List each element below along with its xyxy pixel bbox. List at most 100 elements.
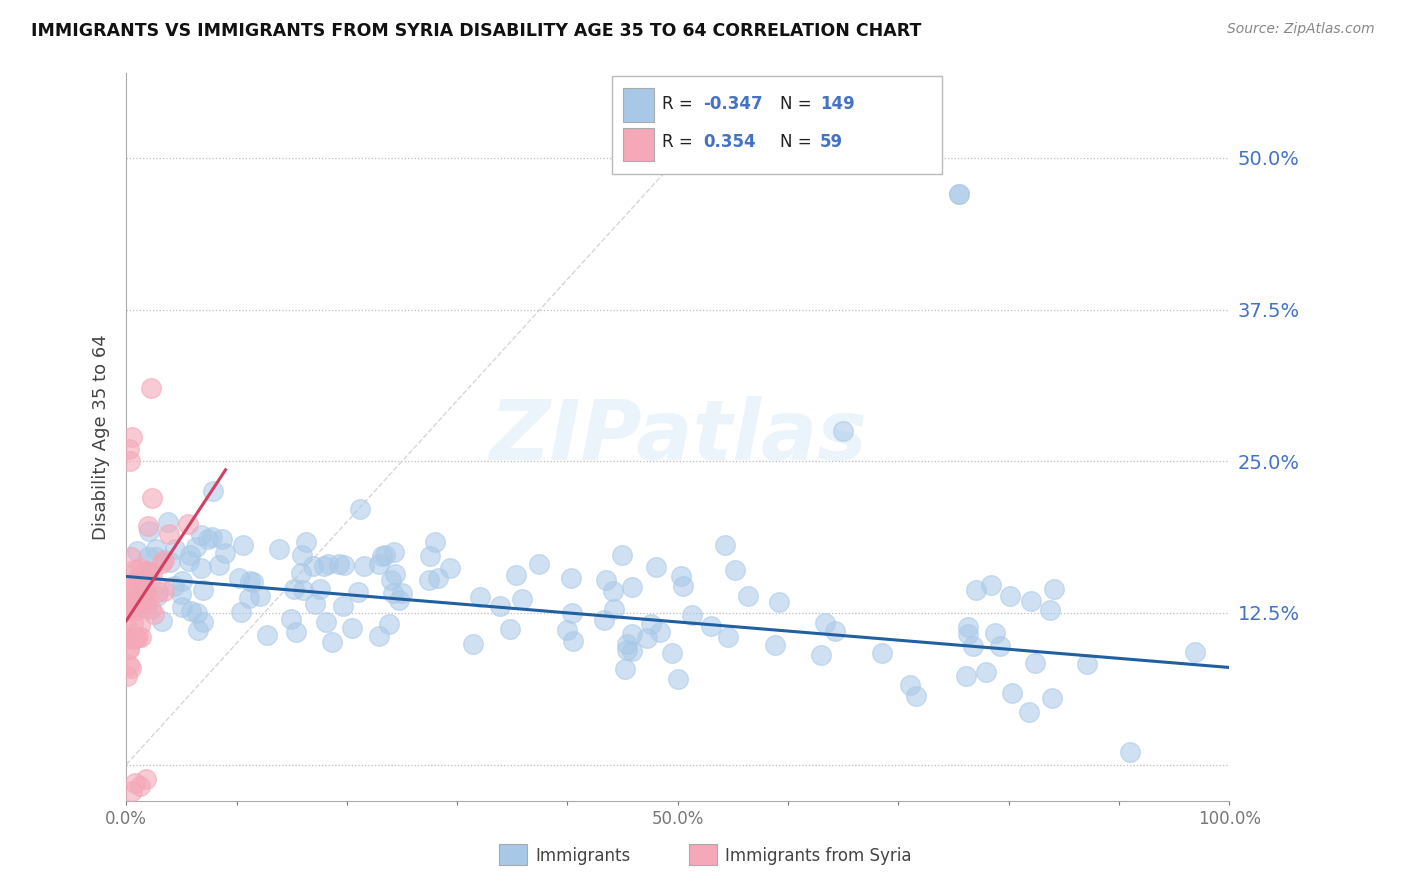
Point	[267, 541, 290, 556]
Point	[214, 546, 236, 560]
Point	[128, 570, 150, 584]
Point	[620, 626, 643, 640]
Point	[962, 639, 984, 653]
Point	[367, 629, 389, 643]
Point	[131, 580, 153, 594]
Point	[1024, 656, 1046, 670]
Point	[129, 618, 152, 632]
Point	[737, 589, 759, 603]
Point	[814, 616, 837, 631]
Point	[117, 578, 139, 592]
Point	[121, 577, 143, 591]
Point	[489, 599, 512, 613]
Point	[384, 566, 406, 581]
Point	[238, 591, 260, 605]
Point	[118, 641, 141, 656]
Point	[125, 603, 148, 617]
Point	[131, 594, 153, 608]
Point	[555, 624, 578, 638]
Point	[562, 633, 585, 648]
Point	[124, 775, 146, 789]
Point	[621, 644, 644, 658]
Point	[197, 532, 219, 546]
Point	[498, 622, 520, 636]
Point	[159, 555, 181, 569]
Point	[136, 550, 159, 565]
Point	[592, 613, 614, 627]
Point	[333, 558, 356, 572]
Point	[132, 586, 155, 600]
Text: N =: N =	[780, 95, 817, 113]
Point	[347, 585, 370, 599]
Point	[291, 583, 314, 598]
Point	[380, 574, 402, 588]
Point	[122, 597, 145, 611]
Point	[135, 601, 157, 615]
Point	[561, 606, 583, 620]
Point	[117, 442, 139, 456]
Point	[190, 561, 212, 575]
Point	[139, 381, 162, 395]
Point	[368, 557, 391, 571]
Point	[179, 549, 201, 563]
Text: R =: R =	[662, 95, 699, 113]
Point	[714, 538, 737, 552]
Point	[129, 630, 152, 644]
Point	[141, 491, 163, 505]
Point	[439, 560, 461, 574]
Point	[391, 586, 413, 600]
Point	[560, 570, 582, 584]
Point	[1039, 602, 1062, 616]
Point	[974, 665, 997, 680]
Point	[136, 590, 159, 604]
Point	[832, 424, 855, 438]
Point	[138, 566, 160, 580]
Point	[371, 549, 394, 564]
Text: Immigrants from Syria: Immigrants from Syria	[725, 847, 912, 864]
Point	[418, 573, 440, 587]
Point	[384, 545, 406, 559]
Point	[1018, 705, 1040, 719]
Point	[285, 624, 308, 639]
Text: Source: ZipAtlas.com: Source: ZipAtlas.com	[1227, 22, 1375, 37]
Point	[1119, 745, 1142, 759]
Point	[120, 594, 142, 608]
Point	[121, 597, 143, 611]
Point	[610, 548, 633, 562]
Point	[461, 637, 484, 651]
Text: R =: R =	[662, 133, 703, 151]
Point	[118, 657, 141, 672]
Point	[135, 597, 157, 611]
Text: 0.354: 0.354	[703, 133, 755, 151]
Point	[141, 567, 163, 582]
Point	[644, 559, 666, 574]
Point	[669, 569, 692, 583]
Point	[122, 632, 145, 647]
Text: -0.347: -0.347	[703, 95, 762, 113]
Point	[824, 624, 846, 638]
Point	[681, 608, 703, 623]
Point	[283, 582, 305, 596]
Point	[128, 593, 150, 607]
Point	[529, 557, 551, 571]
Point	[905, 690, 928, 704]
Point	[980, 578, 1002, 592]
Point	[374, 548, 396, 562]
Point	[170, 600, 193, 615]
Point	[510, 591, 533, 606]
Point	[120, 549, 142, 564]
Point	[1000, 590, 1022, 604]
Point	[191, 582, 214, 597]
Point	[121, 600, 143, 615]
Point	[242, 574, 264, 589]
Text: N =: N =	[780, 133, 817, 151]
Text: 59: 59	[820, 133, 842, 151]
Point	[381, 586, 404, 600]
Point	[121, 430, 143, 444]
Point	[672, 579, 695, 593]
Point	[965, 583, 987, 598]
Point	[145, 542, 167, 557]
Point	[124, 563, 146, 577]
Point	[314, 559, 336, 574]
Point	[177, 516, 200, 531]
